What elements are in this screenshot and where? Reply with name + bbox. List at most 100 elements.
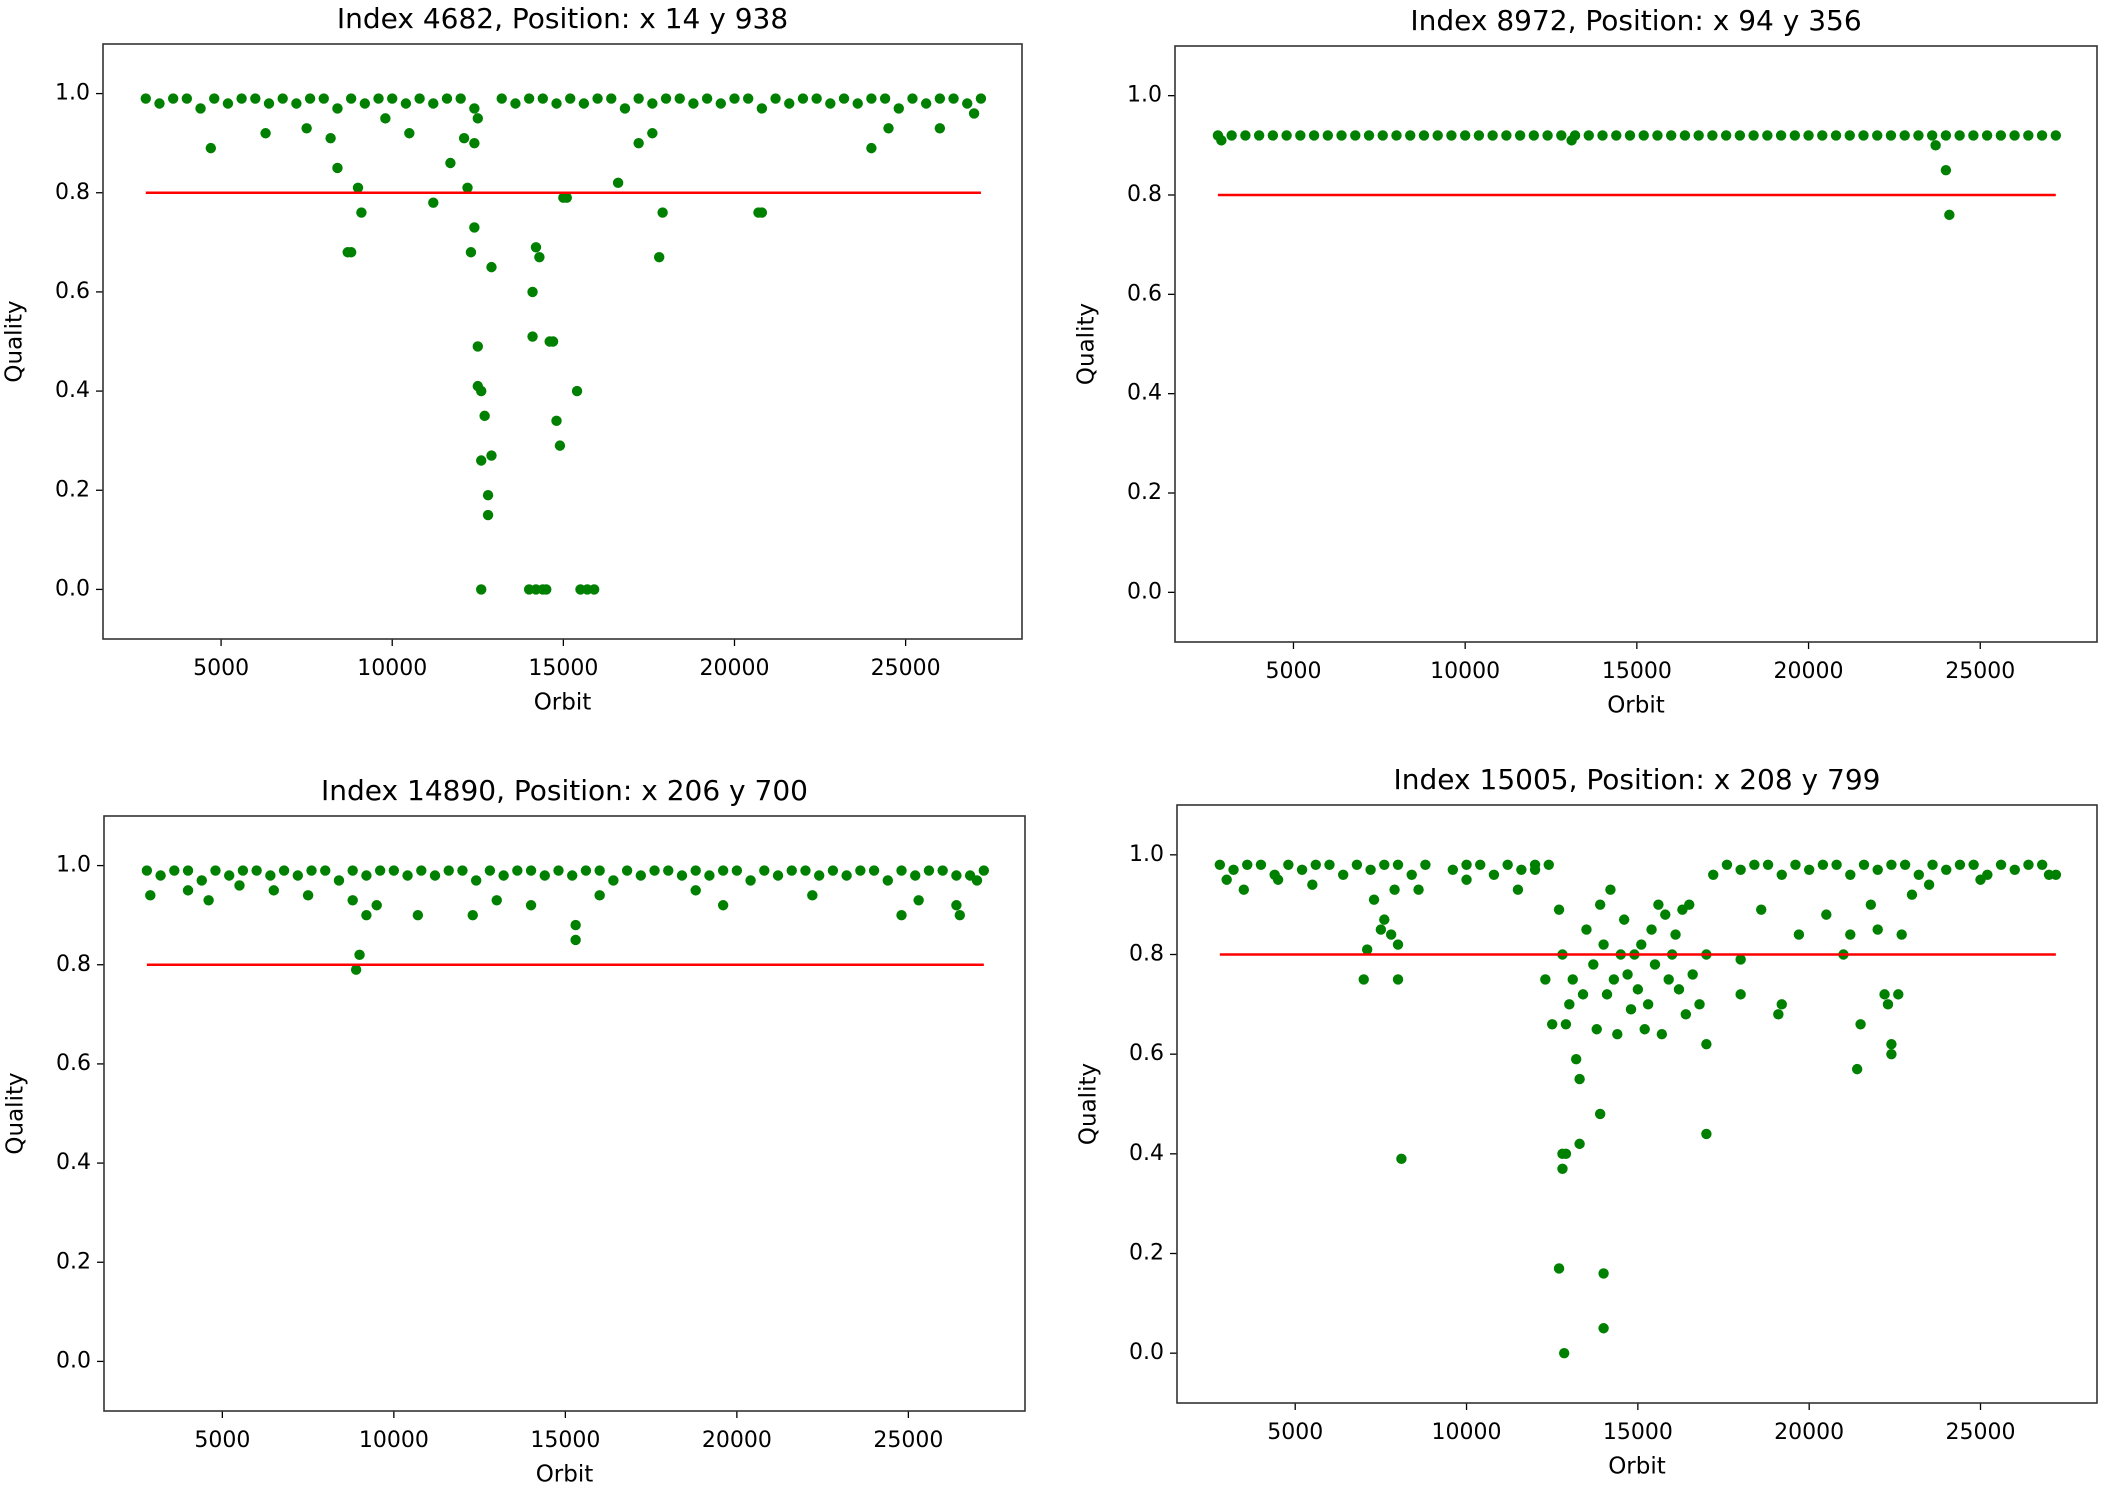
point xyxy=(1636,939,1647,950)
point xyxy=(210,865,221,876)
point xyxy=(715,98,727,109)
point xyxy=(277,93,288,104)
point xyxy=(1940,130,1952,141)
point xyxy=(1679,130,1691,141)
point xyxy=(1350,130,1361,141)
point xyxy=(570,934,581,946)
point xyxy=(647,98,658,109)
y-tick-label: 0.0 xyxy=(56,1348,91,1373)
point xyxy=(441,93,453,104)
point xyxy=(1255,859,1267,870)
point xyxy=(561,192,572,203)
point xyxy=(472,341,483,352)
point xyxy=(594,890,605,901)
point xyxy=(1926,130,1938,141)
point xyxy=(1557,1163,1568,1174)
point xyxy=(1756,904,1767,915)
point xyxy=(1975,874,1986,885)
point xyxy=(547,336,559,347)
y-tick-label: 1.0 xyxy=(1127,83,1162,108)
point xyxy=(486,261,497,273)
point xyxy=(1638,130,1649,141)
point xyxy=(565,93,576,104)
point xyxy=(841,870,852,881)
point xyxy=(1396,1153,1407,1165)
panel: Index 15005, Position: x 208 y 799 5000 10… xyxy=(1076,763,2098,1480)
point xyxy=(1405,130,1416,141)
panel: Index 4682, Position: x 14 y 938 5000 1000… xyxy=(2,2,1023,716)
point xyxy=(484,865,496,876)
point xyxy=(400,98,412,109)
point xyxy=(1514,130,1526,141)
point xyxy=(1858,130,1869,141)
point xyxy=(1502,859,1513,870)
point xyxy=(1776,869,1787,880)
point xyxy=(472,113,483,124)
point xyxy=(663,865,674,876)
point xyxy=(2036,859,2048,870)
point xyxy=(530,242,542,253)
point xyxy=(551,415,562,427)
point xyxy=(1272,874,1284,885)
point xyxy=(1283,859,1294,870)
point xyxy=(934,123,946,134)
point xyxy=(948,93,959,104)
point xyxy=(1226,130,1237,141)
point xyxy=(205,142,217,154)
point xyxy=(1238,884,1250,895)
point xyxy=(1625,1004,1637,1015)
point xyxy=(482,509,494,521)
point xyxy=(1930,140,1941,151)
point xyxy=(1821,909,1832,920)
point xyxy=(265,870,276,881)
point xyxy=(428,197,439,208)
point xyxy=(523,93,535,104)
point xyxy=(807,890,818,901)
point xyxy=(690,865,701,876)
point xyxy=(1652,130,1663,141)
point xyxy=(882,875,893,886)
x-tick-label: 15000 xyxy=(1603,1420,1673,1445)
point xyxy=(356,207,367,218)
point xyxy=(1308,130,1320,141)
point xyxy=(318,93,329,104)
point xyxy=(278,865,290,876)
point xyxy=(756,103,768,114)
point xyxy=(1543,859,1554,870)
point xyxy=(962,98,973,109)
point xyxy=(380,113,391,124)
point xyxy=(1566,135,1577,146)
point xyxy=(1564,999,1575,1010)
point xyxy=(1642,999,1654,1010)
point xyxy=(224,870,235,881)
point xyxy=(510,98,521,109)
point xyxy=(1981,130,1993,141)
point xyxy=(196,875,207,886)
point xyxy=(1882,999,1894,1010)
point xyxy=(1773,1009,1784,1020)
point xyxy=(674,93,685,104)
x-tick-label: 15000 xyxy=(528,656,598,681)
point xyxy=(498,870,509,881)
y-tick-label: 0.8 xyxy=(1129,942,1164,967)
point xyxy=(491,895,502,906)
point xyxy=(443,865,454,876)
point xyxy=(978,865,990,876)
point xyxy=(951,870,962,881)
point xyxy=(141,865,153,876)
point xyxy=(1735,864,1746,875)
point xyxy=(688,98,699,109)
point xyxy=(1392,859,1404,870)
x-axis-label: Orbit xyxy=(1608,1454,1666,1480)
point xyxy=(1622,969,1633,980)
point xyxy=(797,93,809,104)
point xyxy=(512,865,523,876)
point xyxy=(951,900,962,911)
point xyxy=(1570,1053,1582,1065)
point xyxy=(195,103,206,114)
x-tick-label: 20000 xyxy=(1774,659,1844,684)
y-tick-label: 0.4 xyxy=(56,1150,91,1175)
x-tick-label: 5000 xyxy=(194,1428,250,1453)
point xyxy=(759,865,770,876)
y-tick-label: 0.0 xyxy=(1127,579,1162,604)
